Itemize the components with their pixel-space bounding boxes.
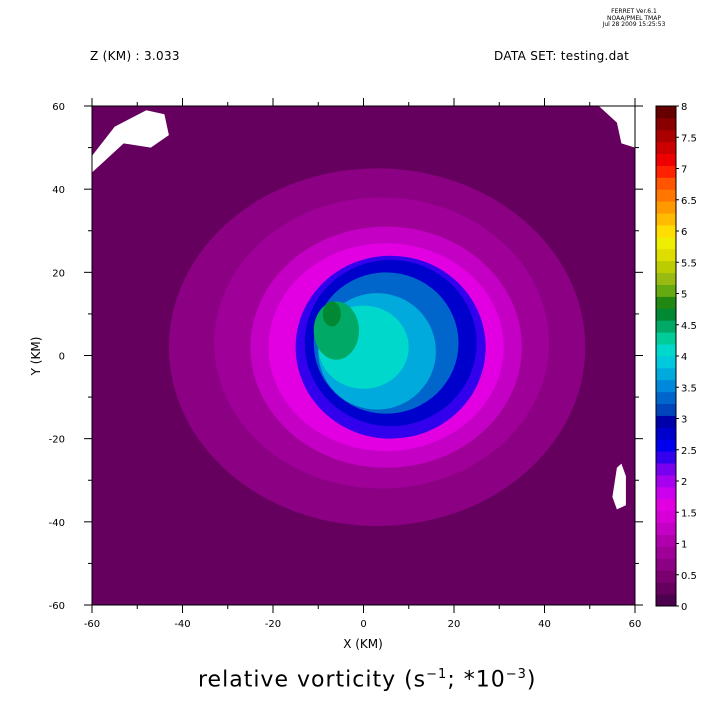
missing-data-regions [92, 106, 635, 510]
y-tick-label: 0 [59, 352, 65, 363]
x-tick-labels: -60 -40 -20 0 20 40 60 [84, 619, 642, 630]
colorbar-swatch [656, 236, 676, 250]
colorbar-swatch [656, 463, 676, 476]
colorbar [655, 105, 679, 607]
y-tick-label: -20 [49, 435, 65, 446]
colorbar-swatch [656, 391, 676, 405]
x-axis-label: X (KM) [343, 637, 383, 651]
y-tick-label: 40 [52, 185, 65, 196]
colorbar-swatch [656, 594, 676, 607]
y-tick-label: 60 [52, 102, 65, 113]
missing-region-top-right [576, 106, 635, 148]
missing-region-top-left [92, 110, 169, 173]
title-middle: ; *10 [447, 667, 506, 693]
colorbar-swatch [656, 296, 676, 309]
colorbar-swatch [656, 367, 676, 381]
colorbar-swatch [656, 153, 676, 166]
colorbar-swatch [656, 534, 676, 547]
colorbar-swatch [656, 189, 676, 202]
stamp-line-1: FERRET Ver.6.1 [611, 8, 657, 15]
colorbar-swatch [656, 213, 676, 226]
colorbar-label: 1.5 [681, 508, 697, 519]
colorbar-swatch [656, 510, 676, 524]
dataset-label: DATA SET: testing.dat [494, 49, 630, 63]
colorbar-swatch [656, 248, 676, 262]
y-axis-label: Y (KM) [29, 337, 43, 377]
colorbar-swatch [656, 165, 676, 178]
colorbar-swatch [656, 451, 676, 464]
colorbar-swatch [656, 498, 676, 512]
chart-title: relative vorticity (s−1; *10−3) [198, 667, 536, 692]
stamp-line-2: NOAA/PMEL TMAP [607, 14, 661, 22]
x-tick-label: 60 [629, 619, 642, 630]
colorbar-swatch [656, 356, 676, 369]
y-tick-label: 20 [52, 268, 65, 279]
contour-field [92, 106, 635, 605]
colorbar-swatch [656, 308, 676, 321]
colorbar-swatch [656, 225, 676, 238]
vorticity-dark-green-spot [322, 301, 341, 327]
colorbar-label: 1 [681, 540, 687, 551]
x-tick-label: 20 [448, 619, 461, 630]
colorbar-swatch [656, 117, 676, 131]
colorbar-label: 0 [681, 602, 687, 613]
colorbar-label: 8 [681, 102, 687, 113]
x-tick-label: -40 [174, 619, 190, 630]
colorbar-swatch [656, 427, 676, 440]
colorbar-swatch [656, 344, 676, 357]
colorbar-swatch [656, 129, 676, 143]
colorbar-label: 5.5 [681, 258, 697, 269]
colorbar-label: 6 [681, 227, 687, 238]
colorbar-label: 7 [681, 165, 687, 176]
colorbar-swatch [656, 379, 676, 393]
title-suffix: ) [526, 667, 537, 693]
colorbar-swatch [656, 201, 676, 214]
colorbar-swatch [656, 558, 676, 571]
colorbar-swatch [656, 439, 676, 452]
axis-ticks [84, 98, 643, 613]
colorbar-swatch [656, 284, 676, 297]
colorbar-swatch [656, 546, 676, 559]
stamp-line-3: Jul 28 2009 15:25:53 [602, 21, 666, 28]
x-tick-label: -20 [265, 619, 281, 630]
colorbar-label: 6.5 [681, 196, 697, 207]
colorbar-label: 2.5 [681, 446, 697, 457]
colorbar-label: 4.5 [681, 321, 697, 332]
colorbar-swatch [656, 522, 676, 535]
colorbar-swatch [656, 141, 676, 155]
ferret-stamp: FERRET Ver.6.1 NOAA/PMEL TMAP Jul 28 200… [594, 8, 674, 29]
title-exponent-1: −1 [426, 667, 448, 682]
colorbar-label: 3.5 [681, 383, 697, 394]
colorbar-labels: 0 0.5 1 1.5 2 2.5 3 3.5 4 4.5 5 5.5 6 6.5 7 7.5 8 [681, 102, 697, 613]
colorbar-label: 4 [681, 352, 687, 363]
colorbar-label: 3 [681, 415, 687, 426]
x-tick-label: 40 [538, 619, 551, 630]
colorbar-label: 0.5 [681, 571, 697, 582]
colorbar-swatch [656, 106, 676, 119]
colorbar-swatch [656, 475, 676, 488]
colorbar-swatch [656, 403, 676, 416]
colorbar-label: 7.5 [681, 133, 697, 144]
colorbar-swatch [656, 570, 676, 583]
colorbar-swatch [656, 582, 676, 595]
colorbar-swatch [656, 320, 676, 333]
colorbar-swatch [656, 415, 676, 428]
y-tick-label: -60 [49, 601, 65, 612]
colorbar-swatch [656, 260, 676, 274]
colorbar-swatch [656, 177, 676, 190]
x-tick-label: -60 [84, 619, 100, 630]
missing-region-right-edge [612, 463, 626, 510]
colorbar-swatch [656, 332, 676, 345]
colorbar-label: 2 [681, 477, 687, 488]
z-level-label: Z (KM) : 3.033 [90, 49, 180, 63]
x-tick-label: 0 [360, 619, 366, 630]
y-tick-labels: -60 -40 -20 0 20 40 60 [49, 102, 65, 612]
colorbar-label: 5 [681, 290, 687, 301]
y-tick-label: -40 [49, 518, 65, 529]
colorbar-swatch [656, 486, 676, 500]
colorbar-swatch [656, 272, 676, 285]
title-exponent-2: −3 [505, 667, 527, 682]
title-prefix: relative vorticity (s [198, 667, 427, 693]
